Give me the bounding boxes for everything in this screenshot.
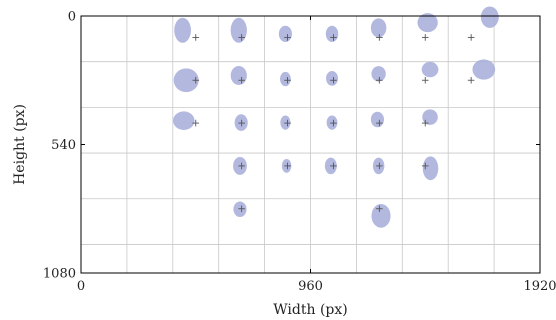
target-marker	[192, 119, 200, 127]
target-marker	[330, 119, 337, 127]
gaze-ellipse	[480, 6, 499, 28]
target-marker	[376, 205, 383, 213]
target-marker	[192, 34, 200, 41]
target-marker	[467, 34, 475, 41]
target-marker	[376, 34, 383, 41]
target-marker	[376, 119, 383, 127]
target-marker	[421, 76, 429, 84]
y-tick-label: 1080	[43, 267, 76, 282]
y-axis-label: Height (px)	[12, 104, 28, 185]
target-marker	[421, 119, 429, 127]
y-tick-label: 540	[51, 138, 76, 153]
gaze-ellipse	[173, 68, 199, 93]
target-marker	[467, 76, 475, 84]
gaze-ellipse	[174, 17, 191, 43]
target-marker	[238, 76, 245, 84]
tick-layer: 0 960 1920 0 540 1080	[43, 10, 556, 295]
y-tick-label: 0	[68, 10, 76, 25]
x-tick-label: 0	[77, 279, 85, 294]
gaze-ellipse	[472, 59, 496, 80]
target-marker	[284, 119, 291, 127]
gaze-ellipse	[422, 109, 438, 125]
gaze-ellipse	[417, 13, 438, 33]
target-marker	[238, 119, 245, 127]
ellipse-layer	[173, 6, 499, 228]
target-marker	[284, 34, 291, 41]
target-marker	[238, 205, 245, 213]
target-marker	[192, 76, 200, 84]
gaze-ellipse	[280, 115, 291, 130]
gaze-ellipse	[326, 70, 338, 86]
gaze-ellipse	[233, 201, 247, 217]
target-marker	[421, 34, 429, 41]
gaze-ellipse	[230, 65, 247, 86]
target-marker	[330, 34, 337, 41]
x-tick-label: 960	[298, 279, 323, 294]
target-marker	[284, 162, 291, 170]
target-marker	[376, 162, 383, 170]
target-marker	[376, 76, 383, 84]
gaze-ellipse	[280, 71, 291, 87]
target-marker	[238, 162, 245, 170]
target-marker	[421, 162, 429, 170]
gaze-ellipse	[371, 203, 391, 228]
gaze-ellipse	[371, 66, 386, 82]
target-marker	[284, 76, 291, 84]
gaze-ellipse	[234, 114, 248, 131]
gaze-ellipse	[421, 61, 439, 78]
grid	[81, 16, 540, 273]
x-tick-label: 1920	[523, 279, 556, 294]
gaze-ellipse	[325, 25, 339, 42]
gaze-ellipse	[278, 25, 292, 42]
target-marker	[330, 76, 337, 84]
gaze-ellipse	[326, 115, 338, 130]
gaze-ellipse	[230, 17, 247, 43]
gaze-ellipse	[370, 18, 387, 38]
marker-layer	[192, 34, 475, 213]
gaze-ellipse	[422, 156, 439, 181]
gaze-ellipse	[370, 111, 385, 128]
target-marker	[238, 34, 245, 41]
x-axis-label: Width (px)	[273, 302, 347, 318]
gaze-ellipse	[173, 111, 195, 130]
target-marker	[330, 162, 337, 170]
